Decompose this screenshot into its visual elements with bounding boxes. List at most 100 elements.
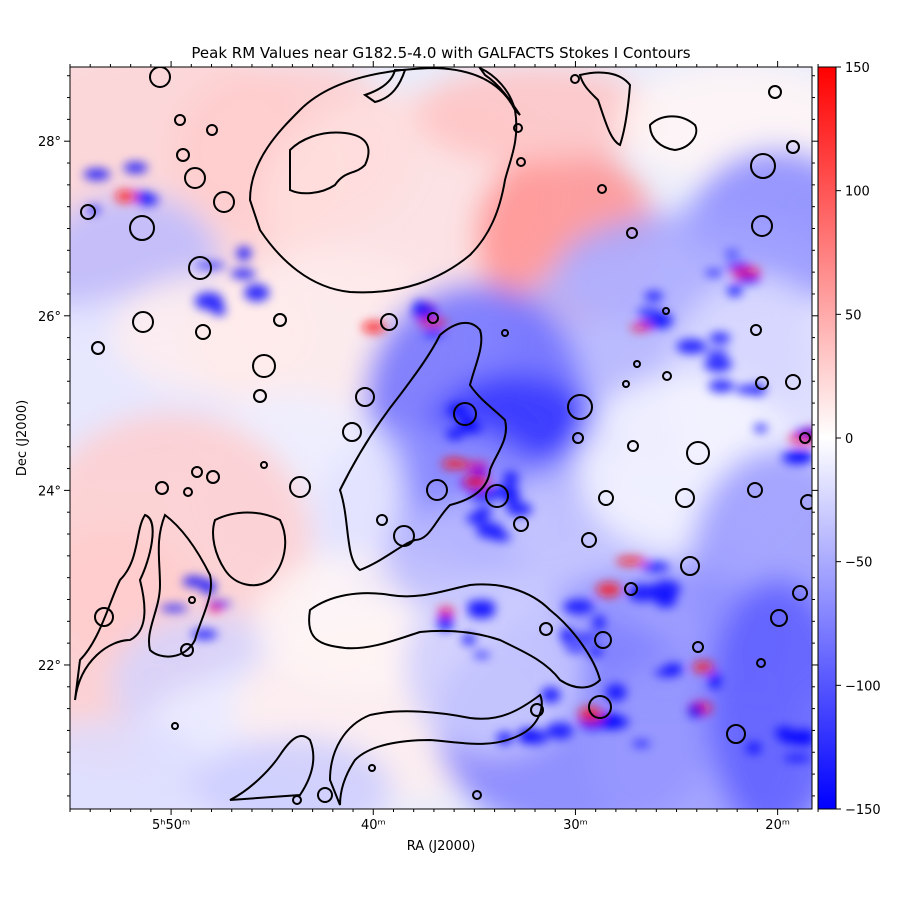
rm-speckle <box>83 162 812 762</box>
rm-speckle-spot <box>654 668 680 677</box>
rm-speckle-spot <box>506 502 533 517</box>
contour-source <box>750 324 762 336</box>
contour-source <box>686 441 710 465</box>
rm-speckle-spot <box>466 512 489 525</box>
rm-speckle-spot <box>115 190 137 203</box>
rm-speckle-spot <box>564 645 587 653</box>
contour-source <box>453 402 477 426</box>
contour-source <box>751 215 773 237</box>
rm-speckle-spot <box>708 671 722 690</box>
rm-speckle-spot <box>194 292 224 311</box>
y-axis-label: Dec (J2000) <box>15 400 30 476</box>
rm-speckle-spot <box>596 582 622 597</box>
rm-speckle-spot <box>361 321 386 334</box>
contour-source <box>662 371 672 381</box>
contour-line <box>308 583 602 689</box>
rm-speckle-spot <box>708 379 735 393</box>
rm-speckle-spot <box>540 686 561 704</box>
contour-source <box>427 312 439 324</box>
contour-line <box>229 735 315 801</box>
rm-speckle-spot <box>632 740 651 747</box>
contour-source <box>253 389 267 403</box>
contour-line <box>362 69 407 104</box>
rm-patch <box>415 67 655 165</box>
contour-source <box>570 74 580 84</box>
rm-speckle-spot <box>676 338 707 354</box>
contour-source <box>317 787 333 803</box>
rm-speckle-spot <box>132 191 152 199</box>
rm-speckle-spot <box>727 284 743 297</box>
colorbar-gradient <box>817 66 837 810</box>
rm-speckle-spot <box>563 599 594 615</box>
rm-speckle-spot <box>748 383 767 396</box>
y-tick-label: 24° <box>38 484 61 499</box>
contour-source <box>426 479 448 501</box>
rm-speckle-spot <box>83 168 111 181</box>
colorbar-tick-label: −100 <box>845 679 881 694</box>
rm-speckle-spot <box>746 742 762 754</box>
rm-speckle-spot <box>792 729 812 746</box>
x-tick-label: 20ᵐ <box>765 818 790 833</box>
contour-source <box>184 167 206 189</box>
rm-speckle-spot <box>236 246 252 261</box>
contour-source <box>799 432 811 444</box>
contour-source <box>472 790 482 800</box>
plot-area <box>70 67 812 809</box>
rm-speckle-spot <box>774 726 794 738</box>
rm-speckle-spot <box>599 715 630 730</box>
contour-source <box>567 394 593 420</box>
rm-speckle-spot <box>437 606 455 617</box>
contour-source <box>174 114 186 126</box>
rm-speckle-spot <box>244 284 270 302</box>
contour-source <box>188 256 212 280</box>
x-axis: 5ʰ50ᵐ 40ᵐ 30ᵐ 20ᵐ <box>69 61 819 833</box>
contour-source <box>292 795 302 805</box>
contour-source <box>598 490 614 506</box>
x-tick-label: 30ᵐ <box>563 818 588 833</box>
rm-speckle-spot <box>467 605 496 619</box>
rm-speckle-spot <box>688 703 704 718</box>
rm-speckle-spot <box>208 600 232 608</box>
contour-line <box>212 511 287 587</box>
y-tick-label: 26° <box>38 310 61 325</box>
rm-speckle-spot <box>462 474 490 489</box>
rm-speckle-spot <box>641 561 670 573</box>
contour-source <box>213 191 235 213</box>
rm-speckle-spot <box>475 506 493 516</box>
contour-source <box>597 184 607 194</box>
contour-source <box>368 764 376 772</box>
contour-source <box>355 387 375 407</box>
contour-source <box>513 123 523 133</box>
rm-patch <box>70 718 211 809</box>
contour-source <box>206 470 220 484</box>
contour-source <box>376 514 388 526</box>
contour-source <box>594 631 612 649</box>
contour-source <box>195 324 211 340</box>
rm-speckle-spot <box>627 584 659 602</box>
rm-speckle-spot <box>211 305 227 316</box>
contour-line <box>578 71 632 147</box>
stokes-i-contours <box>74 67 812 806</box>
rm-speckle-spot <box>652 580 681 598</box>
contour-line <box>328 693 543 806</box>
rm-patch <box>707 578 812 809</box>
rm-speckle-spot <box>160 604 188 612</box>
rm-speckle-spot <box>423 329 444 337</box>
rm-speckle-spot <box>570 633 599 642</box>
contour-source <box>627 440 639 452</box>
x-axis-label: RA (J2000) <box>407 839 476 854</box>
contour-source <box>530 703 544 717</box>
contour-line <box>338 321 507 572</box>
contour-line <box>648 115 698 152</box>
rm-speckle-spot <box>737 274 761 284</box>
rm-speckle-spot <box>546 722 574 740</box>
contour-source <box>273 313 287 327</box>
rm-speckle-spot <box>447 403 468 417</box>
y-tick-label: 28° <box>38 135 61 150</box>
contour-source <box>206 124 218 136</box>
contour-source <box>785 374 801 390</box>
contour-source <box>622 380 630 388</box>
rm-speckle-spot <box>703 356 733 372</box>
plot-frame <box>69 66 813 810</box>
rm-speckle-spot <box>704 349 729 357</box>
